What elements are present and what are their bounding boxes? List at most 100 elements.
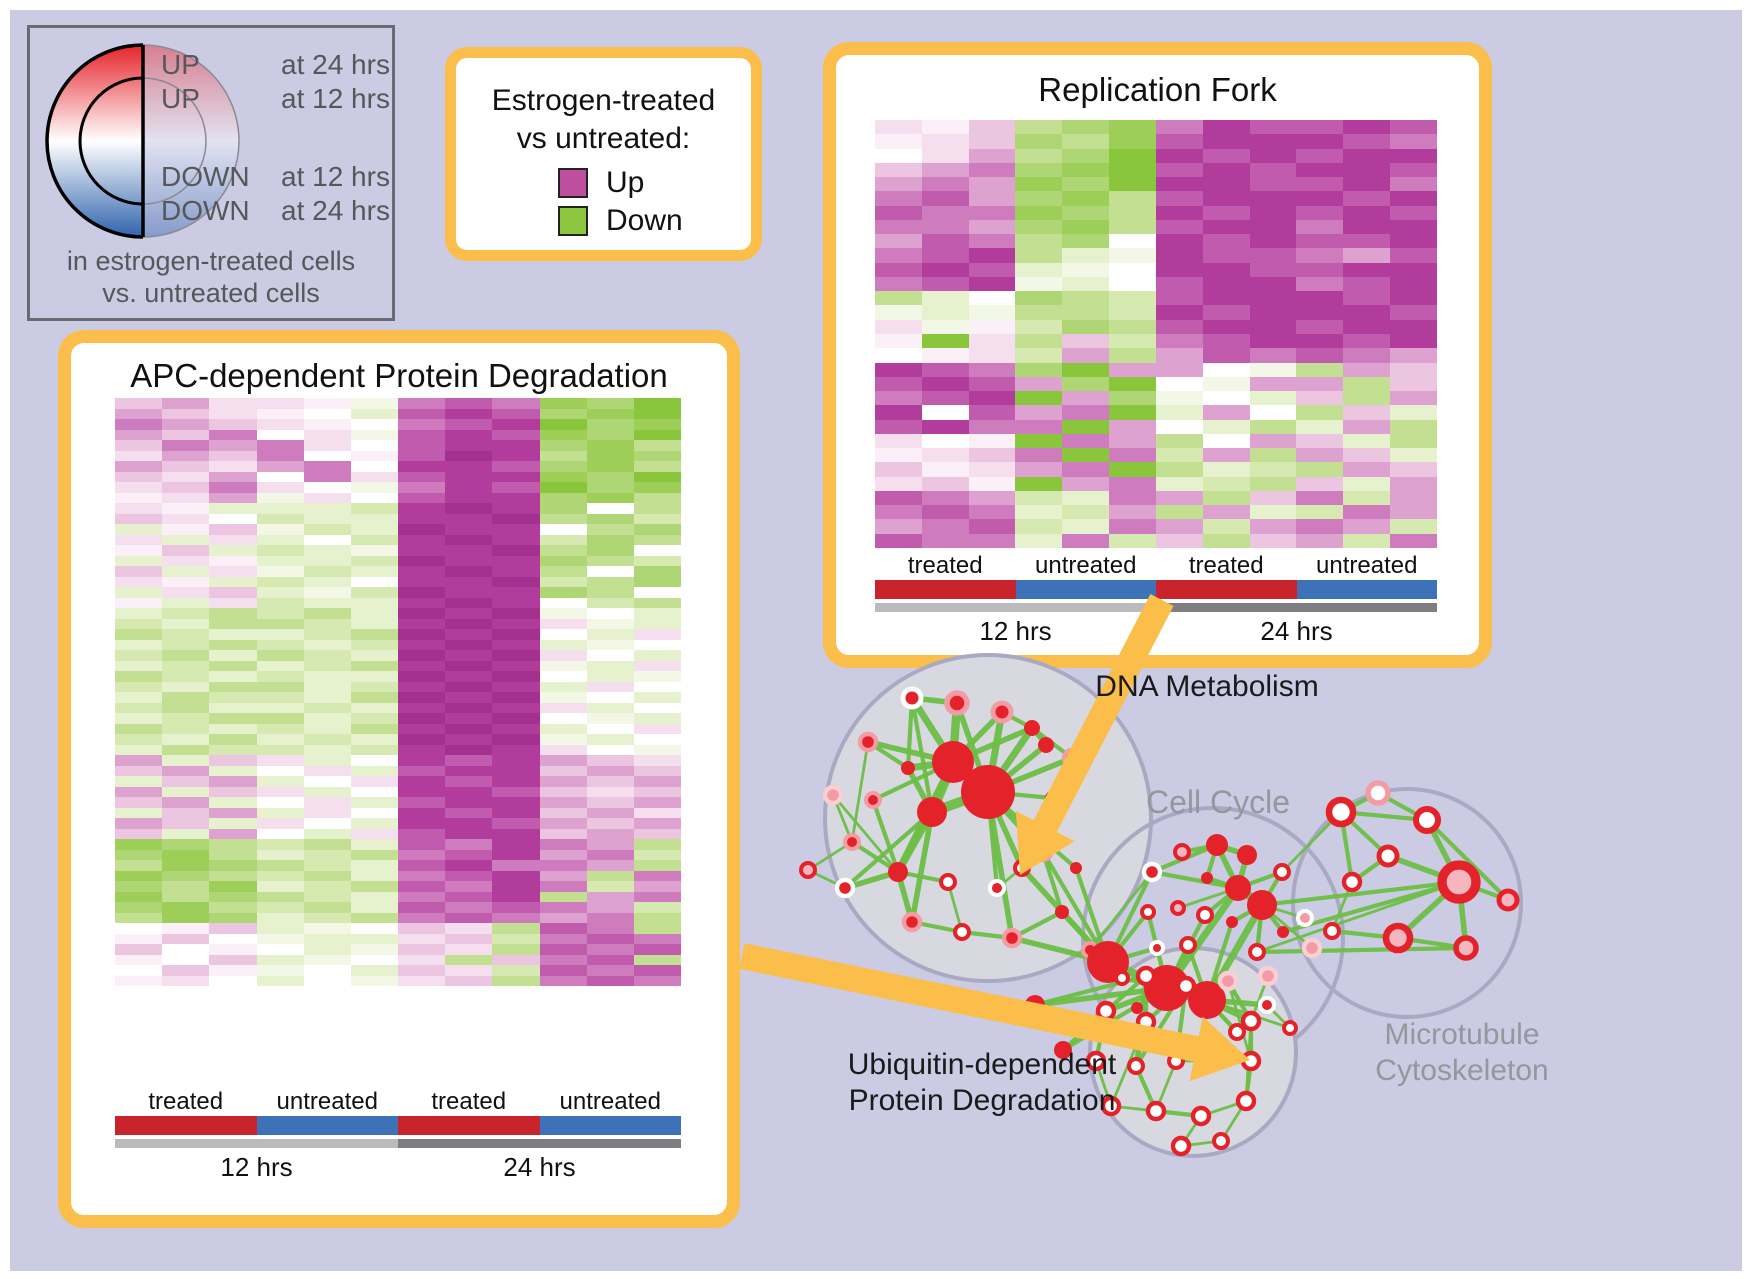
heatmap-cell [539,429,587,440]
heatmap-cell [1109,148,1156,163]
condition-label: treated [1188,552,1264,579]
heatmap-cell [1015,248,1063,263]
heatmap-cell [256,419,304,430]
heatmap-cell [586,870,634,881]
heatmap-cell [1109,262,1156,277]
heatmap-cell [539,471,587,482]
heatmap-cell [350,776,398,787]
heatmap-cell [162,755,210,766]
heatmap-cell [256,471,304,482]
heatmap-cell [586,797,634,808]
heatmap-cell [115,587,163,598]
heatmap-cell [875,319,922,334]
heatmap-cell [586,408,634,419]
heatmap-cell [633,398,681,409]
heatmap-cell [256,429,304,440]
heatmap-cell [586,503,634,514]
heatmap-cell [968,148,1016,163]
heatmap-cell [445,608,493,619]
network-node [1382,922,1414,954]
heatmap-cell [633,702,681,713]
heatmap-cell [303,734,351,745]
heatmap-cell [539,524,587,535]
network-node [932,741,974,783]
heatmap-cell [1343,120,1391,135]
heatmap-cell [875,362,922,377]
heatmap-cell [445,492,493,503]
heatmap-cell [492,954,540,965]
heatmap-cell [1202,333,1250,349]
heatmap-cell [1015,276,1063,292]
heatmap-cell [1296,148,1344,163]
heatmap-cell [1155,305,1203,320]
heatmap-cell [633,534,681,545]
heatmap-cell [1109,177,1156,192]
heatmap-cell [539,482,587,493]
heatmap-cell [115,555,163,566]
heatmap-cell [398,860,446,871]
heatmap-cell [115,933,163,944]
heatmap-cell [350,849,398,860]
heatmap-cell [539,681,587,692]
heatmap-cell [492,692,540,703]
heatmap-cell [445,692,493,703]
network-edge [843,810,934,890]
heatmap-cell [586,912,634,923]
heatmap-cell [921,305,969,320]
heatmap-cell [539,513,587,524]
heatmap-cell [539,923,587,934]
heatmap-cell [1202,262,1250,277]
heatmap-cell [968,419,1016,434]
heatmap-cell [256,902,304,913]
heatmap-cell [162,650,210,661]
heatmap-cell [398,723,446,734]
heatmap-cell [350,440,398,451]
heatmap-cell [875,376,922,392]
heatmap-cell [539,597,587,608]
heatmap-cell [209,839,257,850]
heatmap-cell [1390,419,1437,434]
network-node [1175,975,1197,997]
heatmap-cell [1109,333,1156,349]
heatmap-cell [633,975,681,986]
heatmap-cell [1155,462,1203,477]
heatmap-cell [1249,448,1297,463]
heatmap-cell [350,755,398,766]
heatmap-cell [1249,205,1297,220]
heatmap-cell [162,912,210,923]
heatmap-cell [445,849,493,860]
heatmap-cell [209,755,257,766]
heatmap-cell [1062,333,1110,349]
heatmap-cell [1202,419,1250,434]
heatmap-cell [968,248,1016,263]
heatmap-cell [633,902,681,913]
heatmap-cell [633,944,681,955]
heatmap-cell [398,755,446,766]
heatmap-cell [115,450,163,461]
heatmap-cell [1390,433,1437,449]
heatmap-cell [445,734,493,745]
heatmap-cell [303,818,351,829]
heatmap-cell [539,744,587,755]
network-node [1201,872,1213,884]
heatmap-cell [256,723,304,734]
heatmap-cell [1390,162,1437,178]
heatmap-cell [209,587,257,598]
heatmap-cell [398,807,446,818]
heatmap-cell [350,870,398,881]
heatmap-cell [1296,362,1344,377]
heatmap-cell [398,776,446,787]
heatmap-cell [968,219,1016,235]
heatmap-cell [1390,276,1437,292]
heatmap-cell [968,490,1016,506]
condition-bar [256,1116,398,1135]
heatmap-cell [209,902,257,913]
apc-panel-title: APC-dependent Protein Degradation [130,357,668,394]
heatmap-cell [633,629,681,640]
updown-ring-diagram [45,43,240,239]
heatmap-cell [1062,419,1110,434]
heatmap-cell [1109,376,1156,392]
condition-bar [875,580,1016,599]
heatmap-cell [492,440,540,451]
heatmap-cell [968,376,1016,392]
